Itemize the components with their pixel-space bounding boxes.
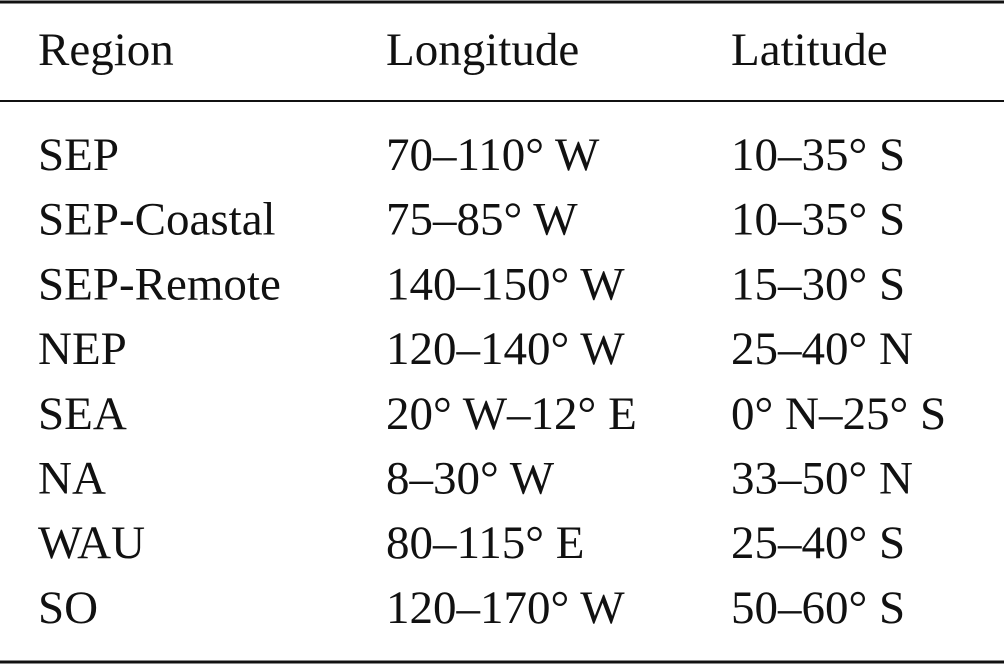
cell: SEP-Remote xyxy=(38,258,281,310)
cell: SEA xyxy=(38,388,127,440)
cell: 120–140° W xyxy=(386,323,625,375)
cell: 70–110° W xyxy=(386,129,600,181)
cell: 75–85° W xyxy=(386,194,578,246)
cell: 10–35° S xyxy=(731,129,905,181)
cell: 25–40° N xyxy=(731,323,913,375)
cell: 10–35° S xyxy=(731,194,905,246)
cell: 80–115° E xyxy=(386,517,585,569)
cell: 20° W–12° E xyxy=(386,388,637,440)
header-cell: Latitude xyxy=(731,24,888,76)
cell: SEP-Coastal xyxy=(38,194,276,246)
cell: 0° N–25° S xyxy=(731,388,946,440)
cell: 140–150° W xyxy=(386,258,625,310)
cell: SEP xyxy=(38,129,119,181)
cell: NA xyxy=(38,453,106,505)
cell: 15–30° S xyxy=(731,258,905,310)
cell: SO xyxy=(38,582,98,634)
cell: 8–30° W xyxy=(386,453,555,505)
cell: 50–60° S xyxy=(731,582,905,634)
cell: 25–40° S xyxy=(731,517,905,569)
header-cell: Region xyxy=(38,24,174,76)
cell: 120–170° W xyxy=(386,582,625,634)
cell: NEP xyxy=(38,323,127,375)
header-cell: Longitude xyxy=(386,24,579,76)
cell: 33–50° N xyxy=(731,453,913,505)
cell: WAU xyxy=(38,517,145,569)
